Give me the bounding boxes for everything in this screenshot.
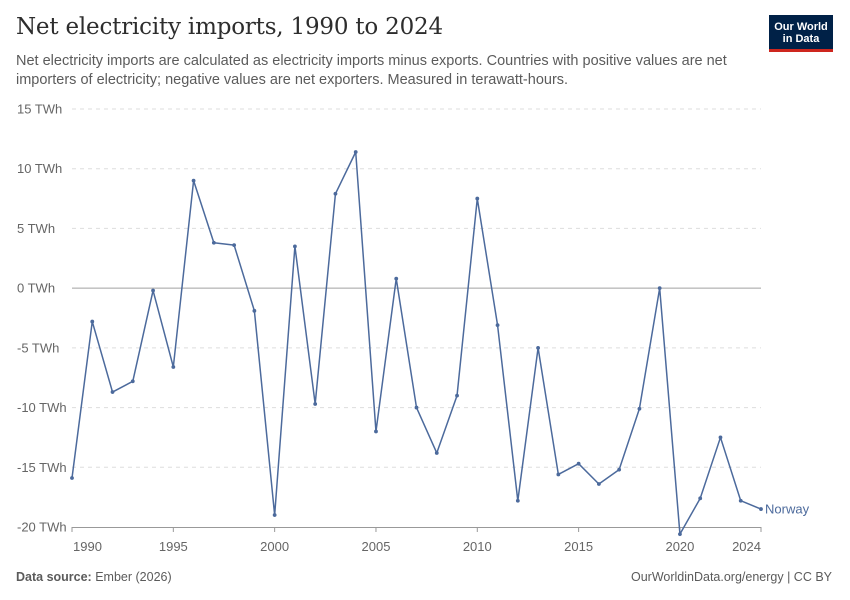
data-point[interactable] bbox=[353, 150, 358, 154]
chart-title: Net electricity imports, 1990 to 2024 bbox=[16, 14, 443, 40]
data-point[interactable] bbox=[657, 286, 662, 291]
x-tick-label: 1995 bbox=[159, 539, 188, 554]
data-source-value[interactable]: Ember (2026) bbox=[95, 570, 172, 584]
logo-line-2: in Data bbox=[782, 33, 820, 45]
data-point[interactable] bbox=[414, 405, 419, 410]
y-tick-label: 15 TWh bbox=[17, 102, 62, 117]
x-tick-label: 2005 bbox=[362, 539, 391, 554]
x-tick-label: 2010 bbox=[463, 539, 492, 554]
owid-logo[interactable]: Our World in Data bbox=[769, 15, 833, 52]
data-point[interactable] bbox=[313, 402, 318, 406]
data-point[interactable] bbox=[596, 482, 601, 486]
data-point[interactable] bbox=[191, 178, 196, 183]
y-tick-label: -15 TWh bbox=[17, 460, 67, 475]
footer-credit[interactable]: OurWorldinData.org/energy | CC BY bbox=[630, 570, 832, 584]
x-tick-label: 2015 bbox=[564, 539, 593, 554]
data-point[interactable] bbox=[171, 365, 176, 369]
chart-subtitle: Net electricity imports are calculated a… bbox=[16, 53, 727, 88]
data-point[interactable] bbox=[232, 243, 237, 248]
data-point[interactable] bbox=[495, 323, 500, 328]
data-point[interactable] bbox=[293, 244, 297, 249]
data-point[interactable] bbox=[394, 276, 399, 281]
data-point[interactable] bbox=[90, 319, 95, 324]
data-point[interactable] bbox=[536, 345, 540, 350]
series-label[interactable]: Norway bbox=[765, 502, 810, 517]
y-tick-label: 0 TWh bbox=[17, 281, 55, 296]
data-point[interactable] bbox=[70, 476, 74, 480]
data-point[interactable] bbox=[110, 390, 115, 394]
x-axis-ticks: 1990 1995 2000 2005 2010 2015 2020 2024 bbox=[71, 527, 762, 554]
series-line[interactable] bbox=[71, 151, 762, 535]
data-point[interactable] bbox=[455, 393, 459, 398]
x-tick-label: 2000 bbox=[260, 539, 289, 554]
line-chart: -20 TWh -15 TWh -10 TWh -5 TWh 0 TWh 5 TWh 10 … bbox=[17, 102, 810, 555]
grid-lines bbox=[72, 108, 761, 468]
data-point[interactable] bbox=[211, 240, 216, 245]
data-point[interactable] bbox=[637, 406, 642, 411]
x-tick-label: 1990 bbox=[73, 539, 102, 554]
data-point[interactable] bbox=[718, 435, 723, 440]
data-point[interactable] bbox=[759, 507, 763, 511]
data-point[interactable] bbox=[374, 429, 378, 434]
y-tick-label: -10 TWh bbox=[17, 400, 67, 415]
data-point[interactable] bbox=[475, 196, 480, 201]
data-point[interactable] bbox=[151, 288, 155, 293]
data-point[interactable] bbox=[130, 379, 135, 384]
data-point[interactable] bbox=[617, 467, 622, 472]
x-tick-label: 2020 bbox=[665, 539, 694, 554]
data-source: Data source: Ember (2026) bbox=[16, 570, 172, 584]
data-point[interactable] bbox=[252, 308, 257, 313]
data-point[interactable] bbox=[434, 451, 439, 455]
data-point[interactable] bbox=[576, 461, 581, 466]
data-point[interactable] bbox=[698, 496, 703, 501]
data-point[interactable] bbox=[678, 532, 682, 537]
y-tick-label: -20 TWh bbox=[17, 520, 67, 535]
y-tick-label: -5 TWh bbox=[17, 340, 59, 355]
data-point[interactable] bbox=[272, 513, 277, 517]
data-point[interactable] bbox=[333, 191, 338, 196]
y-axis-ticks: -20 TWh -15 TWh -10 TWh -5 TWh 0 TWh 5 TWh 10 … bbox=[17, 102, 67, 535]
x-tick-label: 2024 bbox=[732, 539, 761, 554]
logo-line-1: Our World bbox=[774, 21, 828, 33]
y-tick-label: 10 TWh bbox=[17, 161, 62, 176]
data-point[interactable] bbox=[515, 498, 520, 503]
y-tick-label: 5 TWh bbox=[17, 221, 55, 236]
data-point[interactable] bbox=[738, 498, 743, 503]
data-point[interactable] bbox=[556, 472, 561, 477]
data-source-label: Data source: bbox=[16, 570, 92, 584]
series-layer: Norway bbox=[70, 150, 810, 537]
